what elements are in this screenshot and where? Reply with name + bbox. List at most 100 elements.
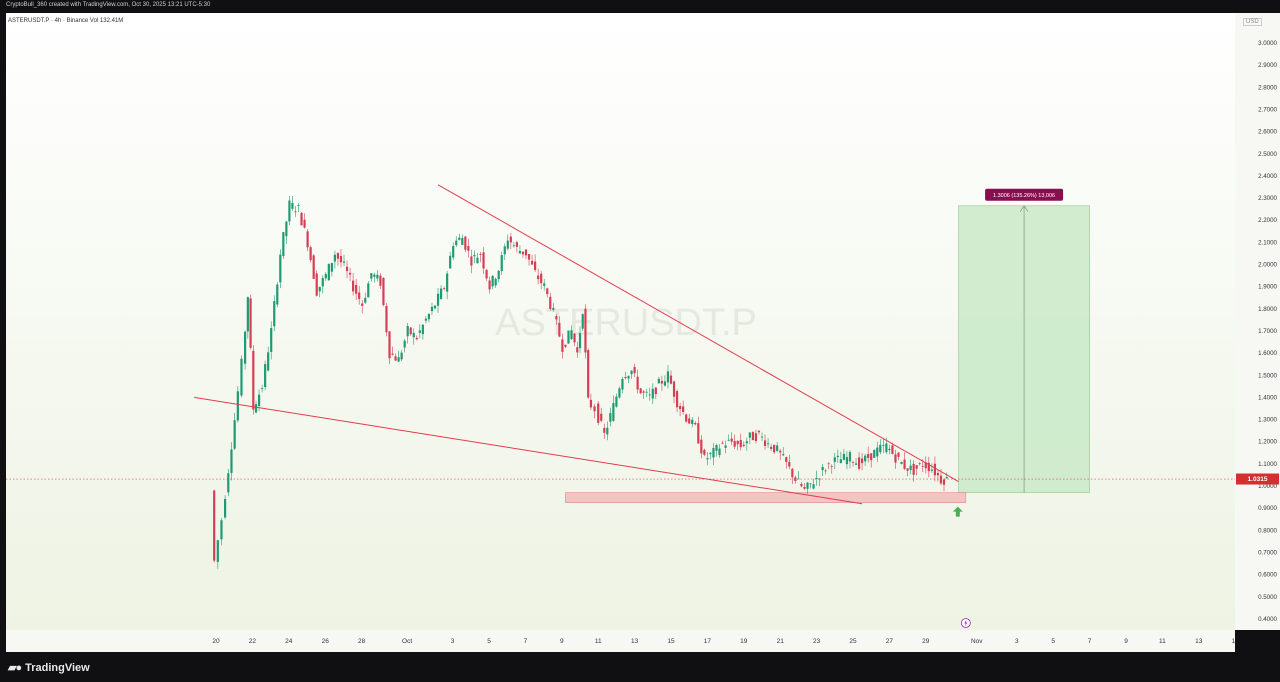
candle-body	[745, 441, 748, 444]
candle-body	[521, 251, 525, 255]
price-tick-label: 1.8000	[1258, 306, 1277, 313]
candle-body	[691, 419, 694, 425]
candle-body	[918, 463, 921, 465]
price-tick-label: 1.6000	[1258, 350, 1277, 357]
candle-body	[257, 394, 261, 407]
price-tick-label: 2.2000	[1258, 217, 1277, 224]
candle-body	[555, 316, 558, 320]
candle-body	[861, 458, 864, 464]
candle-body	[415, 337, 418, 340]
candle-body	[867, 453, 870, 459]
candle-body	[216, 540, 219, 562]
candle-body	[388, 331, 391, 359]
time-tick-label: 19	[740, 638, 748, 645]
candle-body	[578, 333, 582, 349]
candle-body	[882, 444, 885, 446]
price-tick-label: 2.5000	[1258, 151, 1277, 158]
candle-body	[836, 455, 839, 458]
target-label-box	[985, 188, 1064, 201]
candle-body	[794, 477, 797, 482]
time-tick-label: 13	[1195, 638, 1203, 645]
price-tick-label: 3.0000	[1258, 40, 1277, 47]
candle-body	[930, 469, 933, 471]
candle-body	[552, 307, 555, 310]
time-tick-label: Nov	[971, 638, 983, 645]
chart-plot-area[interactable]: ASTERUSDT.P ASTERUSDT.P · 4h · Binance Vo…	[6, 13, 1235, 630]
candle-body	[527, 254, 531, 260]
candle-body	[358, 292, 361, 300]
candle-body	[224, 498, 227, 518]
candle-body	[736, 440, 739, 445]
candle-body	[412, 332, 415, 338]
candle-body	[739, 439, 742, 448]
candle-body	[660, 380, 663, 384]
candle-body	[518, 250, 522, 254]
candle-body	[324, 274, 327, 279]
candle-body	[624, 377, 627, 379]
price-tick-label: 1.9000	[1258, 284, 1277, 291]
price-tick-label: 2.9000	[1258, 62, 1277, 69]
candle-body	[537, 275, 540, 280]
candle-body	[379, 275, 382, 286]
candle-body	[355, 284, 358, 294]
candle-body	[540, 273, 543, 284]
price-tick-label: 2.0000	[1258, 262, 1277, 269]
candle-body	[603, 427, 606, 433]
current-price-text: 1.0315	[1248, 476, 1268, 483]
candle-body	[373, 274, 376, 277]
time-tick-label: 26	[322, 638, 330, 645]
candle-body	[279, 254, 282, 283]
candle-body	[715, 445, 718, 451]
candle-body	[570, 330, 573, 340]
time-tick-label: 22	[249, 638, 257, 645]
candle-body	[409, 327, 412, 335]
candle-body	[352, 280, 355, 292]
price-axis[interactable]: 3.0000 2.9000 2.8000 2.7000 2.6000 2.5000 2.40…	[1235, 13, 1280, 630]
candle-body	[763, 440, 767, 446]
candle-body	[464, 236, 467, 250]
candle-body	[870, 453, 873, 461]
time-tick-label: 24	[285, 638, 293, 645]
candle-body	[482, 252, 485, 269]
price-tick-label: 2.1000	[1258, 239, 1277, 246]
candle-body	[564, 344, 567, 347]
candle-body	[766, 443, 770, 445]
tradingview-logo-icon: ▰●	[8, 662, 22, 674]
currency-badge[interactable]: USD	[1243, 18, 1262, 26]
candle-body	[270, 327, 273, 352]
candle-body	[621, 378, 624, 390]
candle-body	[727, 439, 730, 441]
candle-body	[824, 470, 827, 472]
time-axis[interactable]: 20 22 24 26 28 Oct 3 5 7 9 11 13 15 17 19 21 23 25 27 29 Nov…	[6, 630, 1236, 652]
candle-body	[546, 288, 549, 295]
candle-body	[367, 283, 370, 298]
candle-body	[382, 277, 385, 306]
time-tick-label: 13	[631, 638, 639, 645]
candle-body	[800, 483, 803, 487]
candle-body	[815, 477, 818, 479]
candle-body	[830, 466, 833, 468]
candle-body	[361, 303, 364, 306]
chart-legend: ASTERUSDT.P · 4h · Binance Vol 132.41M	[8, 18, 123, 24]
candle-body	[449, 255, 452, 269]
candle-body	[921, 465, 924, 467]
candle-body	[321, 278, 324, 287]
candle-body	[679, 406, 682, 410]
candle-body	[942, 479, 946, 485]
candle-body	[854, 463, 858, 465]
candle-body	[345, 266, 349, 272]
tradingview-brand[interactable]: ▰● TradingView	[8, 661, 90, 675]
candle-body	[760, 436, 764, 438]
candle-body	[491, 275, 494, 287]
candle-body	[927, 462, 930, 472]
candle-body	[249, 298, 252, 348]
candle-body	[697, 423, 700, 444]
target-arrow-head	[1019, 205, 1029, 212]
time-tick-label: 5	[1051, 638, 1055, 645]
candle-body	[497, 270, 500, 280]
candle-body	[573, 333, 576, 343]
candle-body	[315, 273, 318, 296]
candle-body	[439, 288, 443, 300]
candle-body	[530, 260, 534, 265]
